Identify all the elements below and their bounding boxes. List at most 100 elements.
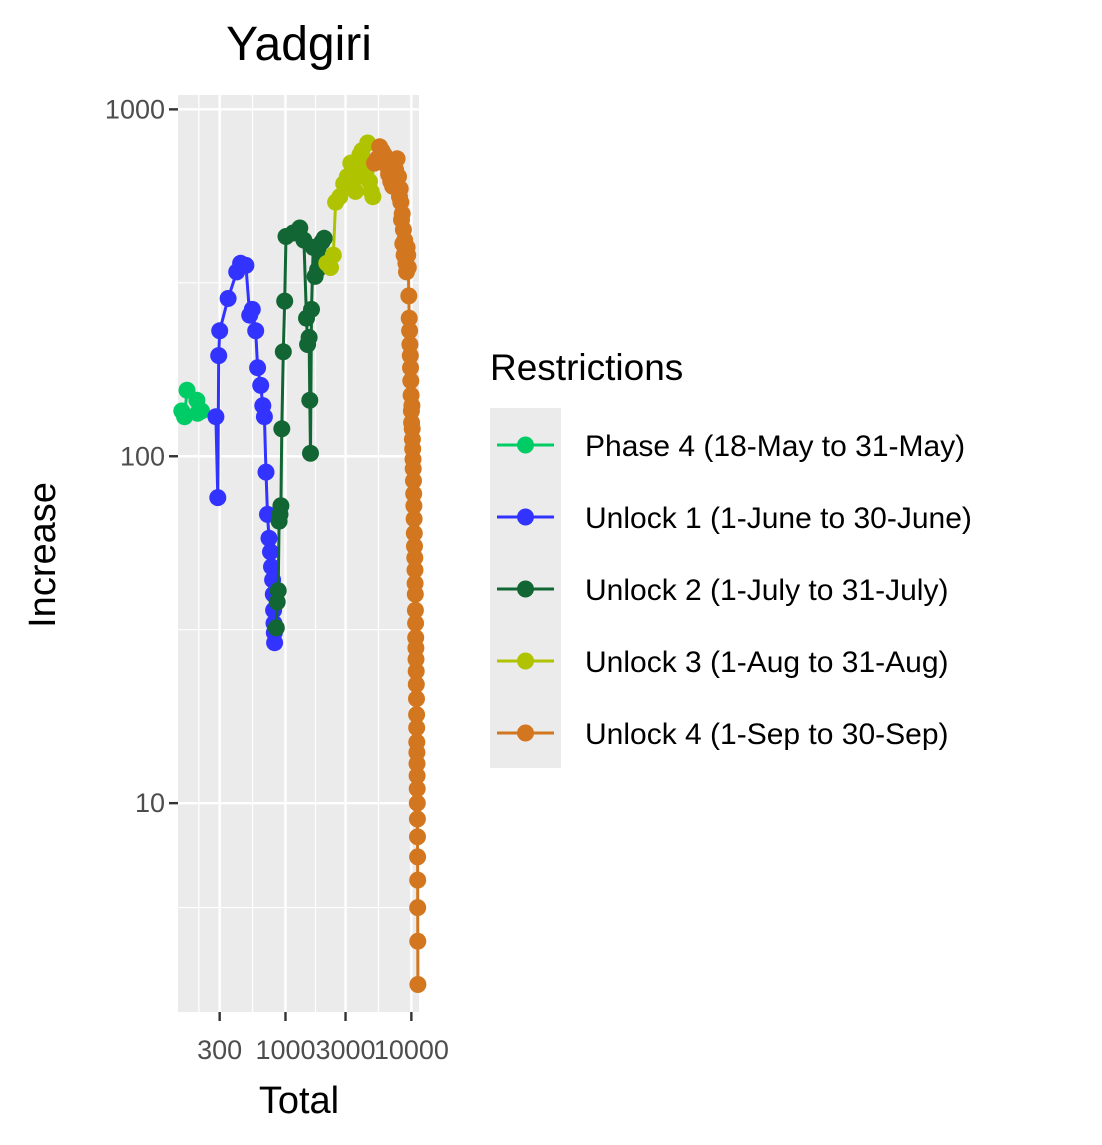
- data-point: [211, 322, 229, 340]
- series-layer: [173, 134, 427, 993]
- legend: Restrictions Phase 4 (18-May to 31-May) U…: [490, 347, 972, 768]
- data-point: [409, 976, 427, 993]
- chart-title: Yadgiri: [226, 18, 372, 71]
- data-point: [260, 529, 278, 547]
- legend-key-point: [517, 580, 534, 598]
- data-point: [408, 767, 426, 785]
- data-point: [408, 780, 426, 798]
- data-point: [252, 376, 270, 394]
- y-tick-label: 1000: [105, 94, 165, 124]
- legend-title: Restrictions: [490, 347, 683, 388]
- data-point: [408, 810, 426, 828]
- data-point: [193, 402, 210, 420]
- data-point: [391, 180, 409, 198]
- data-point: [400, 287, 418, 305]
- data-point: [257, 463, 275, 481]
- x-tick-label: 10000: [374, 1035, 449, 1065]
- data-point: [399, 259, 417, 276]
- data-point: [409, 871, 427, 889]
- data-point: [303, 300, 320, 318]
- data-point: [404, 460, 422, 478]
- data-point: [262, 543, 279, 561]
- data-point: [406, 561, 424, 579]
- data-point: [405, 497, 423, 515]
- data-point: [406, 601, 424, 619]
- data-point: [406, 549, 424, 567]
- data-point: [176, 408, 194, 426]
- data-point: [315, 229, 333, 247]
- data-point: [324, 246, 342, 264]
- legend-label: Unlock 2 (1-July to 31-July): [585, 574, 948, 607]
- x-tick-label: 1000: [255, 1035, 315, 1065]
- legend-key-point: [517, 724, 534, 742]
- data-point: [247, 322, 265, 340]
- data-point: [409, 899, 427, 917]
- data-point: [406, 585, 424, 603]
- y-tick-label: 10: [135, 788, 165, 818]
- data-point: [402, 372, 420, 390]
- data-point: [300, 329, 318, 346]
- data-point: [274, 343, 292, 361]
- data-point: [243, 300, 261, 318]
- data-point: [408, 755, 426, 773]
- data-point: [407, 650, 425, 668]
- data-point: [409, 848, 427, 866]
- data-point: [347, 182, 364, 200]
- data-point: [399, 246, 417, 264]
- legend-label: Unlock 4 (1-Sep to 30-Sep): [585, 718, 949, 751]
- data-point: [255, 408, 273, 426]
- x-axis-title: Total: [259, 1080, 339, 1122]
- data-point: [401, 347, 419, 365]
- data-point: [407, 614, 425, 632]
- legend-label: Phase 4 (18-May to 31-May): [585, 430, 965, 463]
- data-point: [408, 706, 426, 724]
- data-point: [403, 397, 421, 415]
- data-point: [393, 205, 411, 223]
- data-point: [267, 619, 285, 637]
- data-point: [302, 444, 319, 462]
- data-point: [402, 359, 419, 377]
- y-axis-title: Increase: [22, 482, 64, 628]
- data-point: [405, 524, 423, 542]
- series-3: [267, 219, 333, 637]
- data-point: [207, 408, 225, 426]
- data-point: [210, 347, 228, 365]
- series-1: [173, 381, 210, 426]
- x-tick-label: 300: [197, 1035, 242, 1065]
- data-point: [400, 309, 418, 327]
- data-point: [407, 662, 425, 680]
- data-point: [249, 359, 267, 377]
- data-point: [409, 932, 427, 950]
- y-tick-label: 100: [120, 441, 165, 471]
- data-point: [407, 675, 425, 693]
- data-point: [269, 582, 287, 600]
- data-point: [263, 558, 280, 576]
- legend-key-point: [517, 508, 534, 526]
- data-point: [272, 497, 290, 515]
- x-tick-label: 3000: [316, 1035, 376, 1065]
- data-point: [209, 489, 227, 507]
- legend-label: Unlock 3 (1-Aug to 31-Aug): [585, 646, 949, 679]
- data-point: [409, 828, 426, 846]
- legend-key-point: [517, 436, 534, 454]
- data-point: [388, 150, 406, 168]
- data-point: [273, 420, 291, 438]
- data-point: [331, 188, 349, 206]
- data-point: [266, 634, 284, 652]
- data-point: [405, 472, 422, 490]
- data-point: [405, 510, 423, 528]
- data-point: [405, 485, 423, 503]
- legend-key-point: [517, 652, 534, 670]
- series-5: [366, 138, 427, 993]
- data-point: [408, 794, 426, 812]
- data-point: [364, 188, 382, 206]
- legend-label: Unlock 1 (1-June to 30-June): [585, 502, 972, 535]
- data-point: [237, 256, 255, 274]
- data-point: [219, 290, 237, 307]
- data-point: [276, 292, 294, 310]
- data-point: [401, 322, 419, 340]
- data-point: [301, 391, 319, 409]
- data-point: [408, 690, 425, 708]
